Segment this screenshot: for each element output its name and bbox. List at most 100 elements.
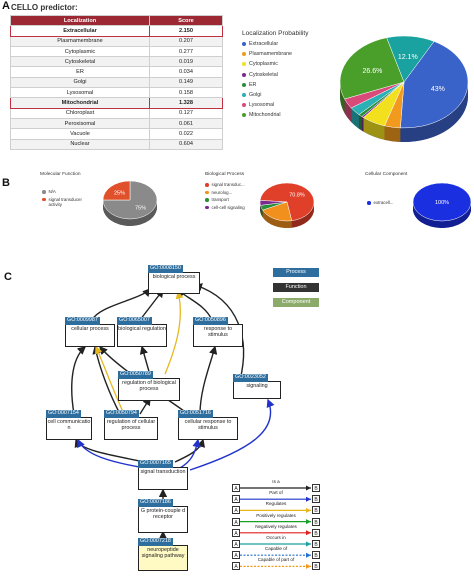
legend-label: Cytoskeletal (249, 71, 278, 78)
relation-box-b: B (312, 528, 320, 537)
legend-swatch (367, 201, 371, 205)
pie-side-segment (351, 107, 359, 129)
go-node: GO:0007186 G protein-couple d receptor (138, 499, 188, 533)
go-node-label: cellular response to stimulus (184, 419, 232, 432)
go-node-id: GO:0050789 (118, 371, 153, 379)
go-node: GO:0065007 biological regulation (117, 317, 167, 347)
go-node: GO:0050794 regulation of cellular process (104, 410, 158, 440)
panel-label-b: B (2, 177, 10, 189)
edge-7154-to-9987 (71, 346, 87, 415)
relation-label: Positively regulates (256, 512, 296, 518)
pie-side-segment (400, 82, 468, 142)
relation-box-b: B (312, 517, 320, 526)
legend-item: transport (205, 197, 253, 202)
relation-arrowhead (306, 530, 311, 536)
go-node-label: signaling (246, 383, 268, 389)
legend-item: Lysosomal (242, 102, 274, 108)
legend-swatch (242, 82, 246, 87)
key-component: Component (273, 298, 319, 307)
relation-box-b: B (312, 495, 320, 504)
bp-pie: 70.8% (259, 182, 315, 228)
pie-data-label: 43% (431, 86, 445, 93)
pie-slice-9 (386, 35, 435, 83)
legend-item: cell-cell signaling (205, 205, 253, 210)
legend-swatch (42, 197, 46, 201)
pie-data-label: 70.8% (289, 192, 305, 198)
relation-arrowhead (306, 541, 311, 547)
go-node-id: GO:0023052 (233, 374, 268, 382)
pie-slice-1 (400, 41, 469, 129)
go-node: GO:0051716 cellular response to stimulus (178, 410, 238, 440)
legend-swatch (242, 42, 246, 46)
pie-data-label: 75% (135, 205, 146, 211)
relation-box-a: A (232, 495, 240, 504)
legend-item: Mitochondrial (242, 112, 281, 118)
panel-label-c: C (4, 271, 12, 283)
relation-arrowhead (306, 496, 311, 502)
relation-box-a: A (232, 562, 240, 571)
pie-side-segment (361, 116, 364, 132)
pie-side-segment (344, 99, 352, 122)
panel-label-a: A (2, 0, 10, 12)
relation-label: Capable of (264, 546, 288, 552)
pie-data-label: 26.6% (363, 68, 383, 75)
relation-box-b: B (312, 484, 320, 492)
legend-swatch (242, 93, 246, 97)
go-node-label: regulation of cellular process (106, 419, 156, 432)
loc-prob-title: Localization Probability (242, 30, 309, 37)
relation-box-a: A (232, 484, 240, 492)
go-node-label: regulation of biological process (122, 380, 176, 393)
go-node: GO:0007154 cell communicatio n (46, 410, 92, 440)
go-node-id: GO:0050896 (193, 317, 228, 325)
edge-50789-reg-8150 (164, 290, 184, 375)
legend-label: signal transducer activity (48, 196, 82, 207)
go-node-id: GO:0007218 (138, 538, 173, 546)
relation-label: Capable of part of (257, 557, 295, 563)
pie-data-label: 25% (114, 191, 125, 197)
legend-swatch (242, 52, 246, 57)
legend-swatch (42, 190, 46, 194)
legend-item: Cytoskeletal (242, 72, 278, 78)
legend-item: signal transduc... (205, 182, 253, 187)
legend-label: ER (249, 81, 257, 88)
relation-arrowhead (306, 519, 311, 525)
pie-side-segment (291, 202, 314, 228)
pie-slice-8 (339, 37, 405, 100)
pie-side-segment (413, 202, 471, 228)
pie-side-segment (103, 200, 157, 226)
go-node-id: GO:0009987 (65, 317, 100, 325)
pie-side-segment (340, 82, 345, 114)
legend-swatch (242, 113, 246, 118)
go-node: GO:0009987 cellular process (65, 317, 115, 347)
relation-box-a: A (232, 506, 240, 515)
go-node: GO:0050789 regulation of biological proce… (118, 371, 180, 401)
cello-table: Localization Score Extracellular 2.150 Pla… (10, 14, 223, 150)
legend-item: Golgi (242, 92, 261, 98)
pie-slice-4 (259, 200, 288, 206)
relation-box-b: B (312, 551, 320, 560)
bp-title: Biological Process (205, 172, 245, 177)
legend-item: ER (242, 82, 256, 88)
relation-label: Negatively regulates (255, 523, 297, 529)
legend-item: Cytoplasmic (242, 61, 278, 67)
edge-23052-to-8150 (193, 283, 245, 381)
pie-slice-2 (262, 201, 293, 222)
relation-box-a: A (232, 528, 240, 537)
relation-arrowhead (306, 507, 311, 513)
legend-label: N/A (48, 189, 56, 194)
key-function: Function (273, 283, 319, 292)
legend-label: Extracellular (249, 41, 279, 47)
key-process: Process (273, 268, 319, 277)
pie-side-segment (384, 125, 401, 142)
cello-title: CELLO predictor: (11, 3, 78, 12)
cc-pie: 100% (412, 182, 472, 228)
legend-label: Plasmamembrane (249, 51, 292, 58)
mf-title: Molecular Function (40, 172, 81, 177)
legend-label: Lysosomal (249, 102, 275, 109)
go-node: GO:0007165 signal transduction (138, 460, 188, 490)
legend-swatch (242, 103, 246, 108)
loc-prob-pie: 43% 26.6% 12.1% (339, 35, 469, 142)
cell-score: 0.604 (149, 138, 223, 150)
